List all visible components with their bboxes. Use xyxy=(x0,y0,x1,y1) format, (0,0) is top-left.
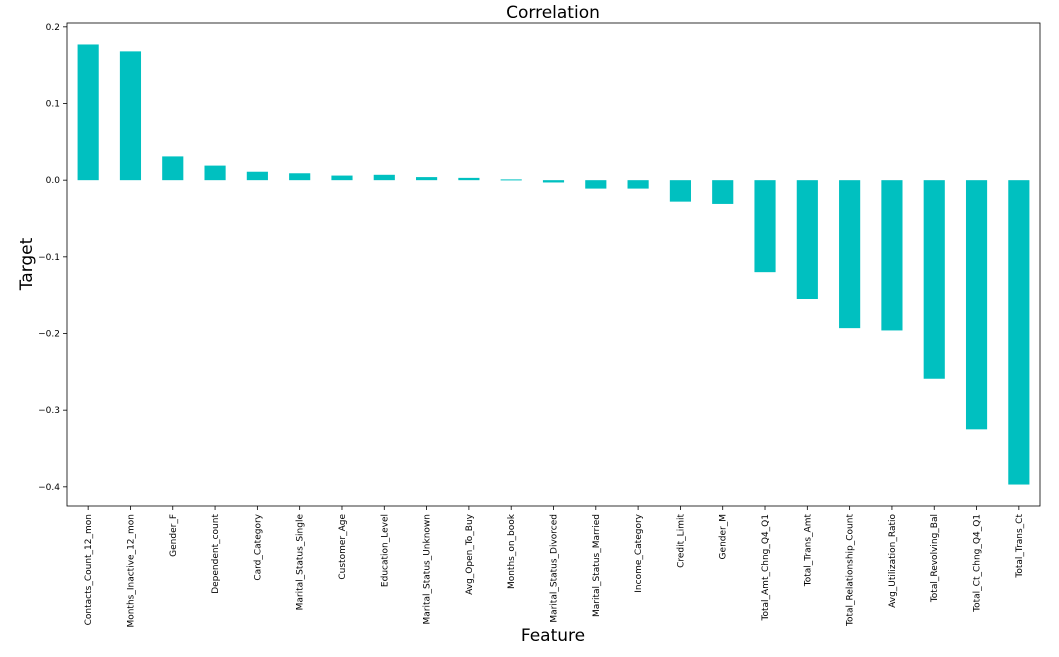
y-axis-title: Target xyxy=(17,237,37,291)
bar-marital-status-married xyxy=(585,180,607,189)
bar-total-trans-ct xyxy=(1008,180,1030,485)
bar-gender-m xyxy=(712,180,734,204)
bar-avg-open-to-buy xyxy=(458,177,480,181)
bar-total-ct-chng-q4-q1 xyxy=(965,180,988,430)
x-tick-label: Total_Trans_Ct xyxy=(1015,514,1025,579)
x-tick-label: Total_Relationship_Count xyxy=(846,514,856,627)
bar-customer-age xyxy=(331,175,353,181)
x-tick-label: Card_Category xyxy=(253,513,263,580)
y-tick-label: −0.4 xyxy=(38,483,60,493)
bar-total-revolving-bal xyxy=(923,180,945,379)
bar-contacts-count-12-mon xyxy=(77,44,99,181)
x-tick-label: Total_Ct_Chng_Q4_Q1 xyxy=(973,514,983,613)
bars-layer xyxy=(77,44,1030,485)
y-tick-label: 0.0 xyxy=(46,176,61,186)
x-tick-label: Avg_Open_To_Buy xyxy=(465,513,475,595)
bar-card-category xyxy=(246,171,268,181)
bar-credit-limit xyxy=(669,180,691,202)
bar-months-on-book xyxy=(500,179,522,181)
x-tick-label: Total_Amt_Chng_Q4_Q1 xyxy=(761,514,771,622)
x-axis: Contacts_Count_12_mon Months_Inactive_12_… xyxy=(84,506,1025,628)
bar-marital-status-divorced xyxy=(542,180,565,183)
bar-education-level xyxy=(373,174,395,181)
x-tick-label: Credit_Limit xyxy=(676,514,686,568)
bar-total-relationship-count xyxy=(839,180,861,329)
x-tick-label: Contacts_Count_12_mon xyxy=(84,514,94,625)
y-tick-label: 0.2 xyxy=(46,23,60,33)
bar-gender-f xyxy=(162,156,184,181)
bar-dependent-count xyxy=(204,165,226,181)
bar-avg-utilization-ratio xyxy=(881,180,903,331)
x-tick-label: Marital_Status_Unknown xyxy=(423,514,433,624)
y-axis: 0.2 0.1 0.0 −0.1 −0.2 −0.3 −0.4 xyxy=(38,23,67,493)
x-tick-label: Gender_M xyxy=(719,514,729,559)
bar-total-trans-amt xyxy=(796,180,818,299)
bar-total-amt-chng-q4-q1 xyxy=(754,180,776,273)
y-tick-label: 0.1 xyxy=(46,100,60,110)
bar-months-inactive-12-mon xyxy=(119,51,142,181)
x-tick-label: Total_Revolving_Bal xyxy=(930,514,940,603)
bar-income-category xyxy=(627,180,649,189)
y-tick-label: −0.2 xyxy=(38,330,60,340)
x-tick-label: Total_Trans_Amt xyxy=(803,514,813,588)
y-tick-label: −0.3 xyxy=(38,406,60,416)
x-tick-label: Education_Level xyxy=(380,514,390,587)
x-tick-label: Months_Inactive_12_mon xyxy=(126,514,136,628)
bar-marital-status-unknown xyxy=(416,177,438,181)
x-axis-title: Feature xyxy=(521,626,585,646)
x-tick-label: Customer_Age xyxy=(338,514,348,580)
x-tick-label: Marital_Status_Single xyxy=(296,514,306,611)
x-tick-label: Marital_Status_Divorced xyxy=(550,514,560,623)
x-tick-label: Months_on_book xyxy=(507,513,517,589)
x-tick-label: Marital_Status_Married xyxy=(592,514,602,617)
x-tick-label: Income_Category xyxy=(634,513,644,592)
x-tick-label: Gender_F xyxy=(169,514,179,557)
x-tick-label: Dependent_count xyxy=(211,514,221,594)
x-tick-label: Avg_Utilization_Ratio xyxy=(888,514,898,608)
bar-marital-status-single xyxy=(289,173,311,181)
chart-title: Correlation xyxy=(506,3,600,23)
y-tick-label: −0.1 xyxy=(38,253,60,263)
